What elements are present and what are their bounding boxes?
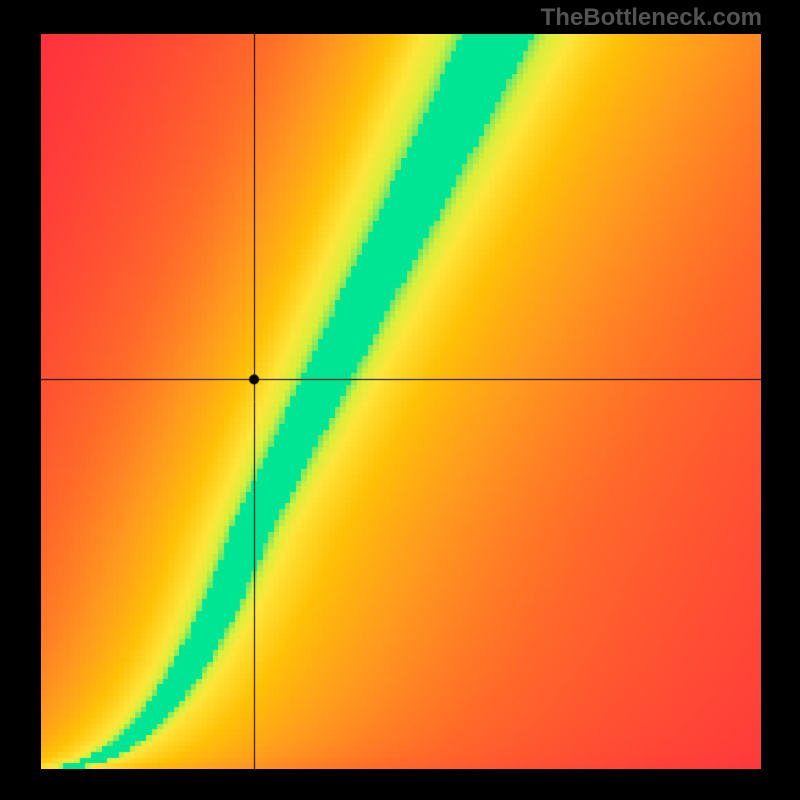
bottleneck-heatmap-canvas (41, 34, 761, 769)
chart-stage: TheBottleneck.com (0, 0, 800, 800)
watermark-text: TheBottleneck.com (541, 4, 762, 32)
